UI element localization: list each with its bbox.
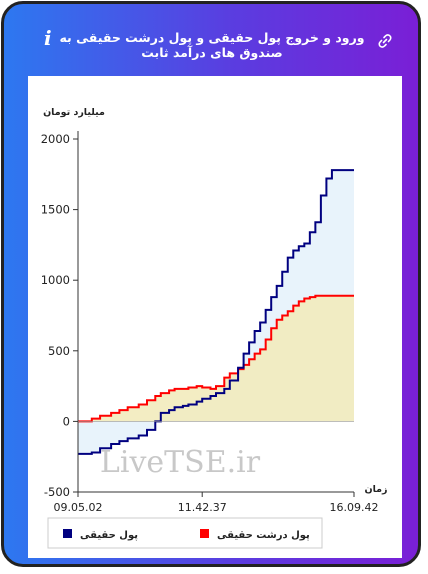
y-tick-label: 1500 [41,203,70,217]
y-tick-label: 0 [63,414,70,428]
chart-title: ورود و خروج پول حقیقی و پول درشت حقیقی ب… [59,30,365,60]
legend-swatch [200,529,209,538]
y-tick-label: 500 [48,344,70,358]
card-header: i ورود و خروج پول حقیقی و پول درشت حقیقی… [4,4,418,76]
big-real-money-line [78,294,354,423]
info-icon[interactable]: i [44,26,52,50]
x-tick-label: 09.05.02 [54,501,103,514]
y-tick-label: 1000 [41,273,70,287]
y-axis-label: میلیارد تومان [43,107,105,118]
real-money-line [78,169,354,455]
chart-card: i ورود و خروج پول حقیقی و پول درشت حقیقی… [1,1,421,567]
link-icon[interactable] [378,34,392,48]
legend-label: پول درشت حقیقی [217,530,310,541]
legend-swatch [63,529,72,538]
chart-panel: LiveTSE.ir 2000 1500 1000 500 0 -500 09.05.02 11… [28,76,402,558]
x-tick-label: 16.09.42 [330,501,379,514]
y-tick-label: -500 [44,485,70,499]
big-real-money-area [78,295,354,422]
legend-label: پول حقیقی [80,530,138,541]
chart-svg: LiveTSE.ir 2000 1500 1000 500 0 -500 09.05.02 11… [41,107,388,549]
x-tick-label: 11.42.37 [178,501,227,514]
legend-box [47,517,323,549]
y-tick-label: 2000 [41,132,70,146]
watermark: LiveTSE.ir [100,445,261,480]
x-axis-label: زمان [364,484,387,495]
